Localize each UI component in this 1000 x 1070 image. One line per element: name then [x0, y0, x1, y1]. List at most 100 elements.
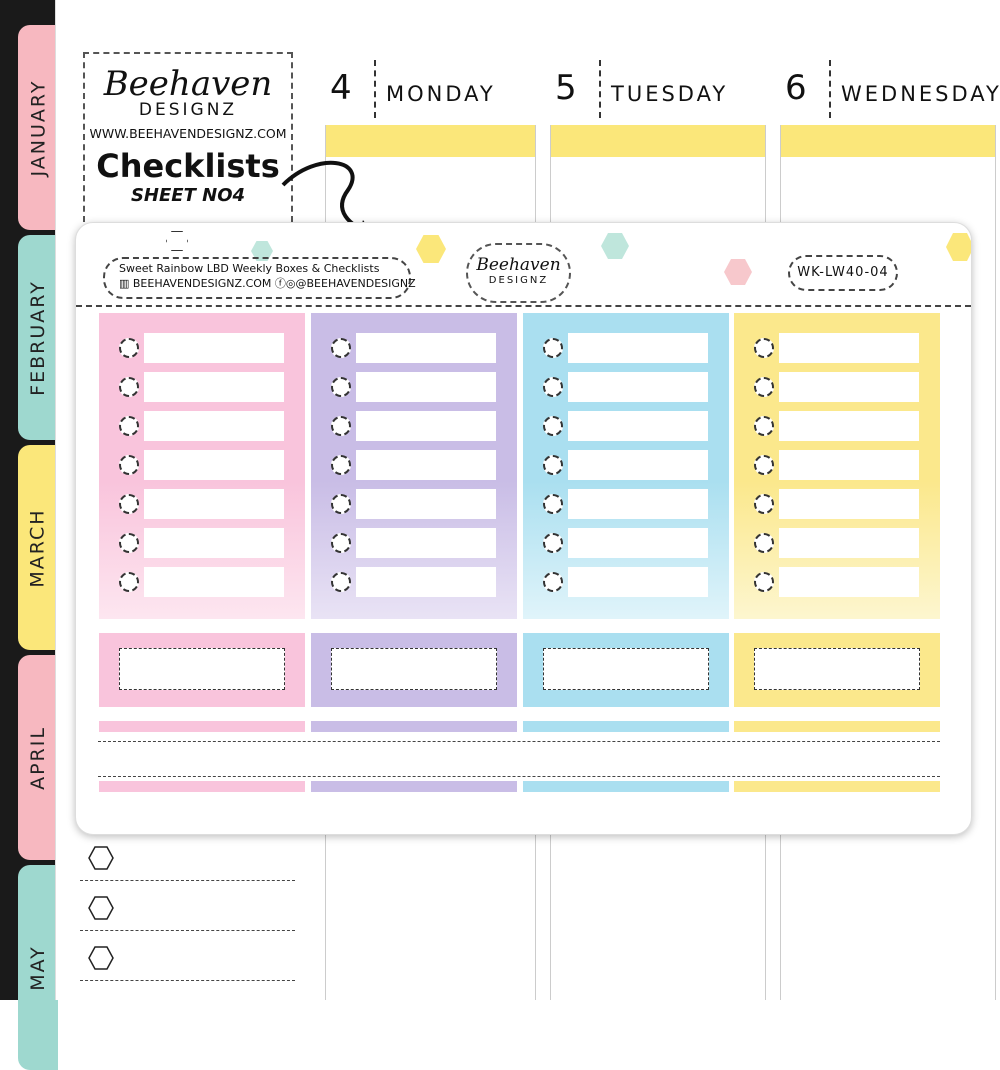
checklist-row: [523, 411, 729, 441]
checkbox-circle[interactable]: [331, 455, 351, 475]
month-label: FEBRUARY: [27, 279, 50, 396]
product-title: Checklists: [96, 147, 280, 185]
checkbox-circle[interactable]: [331, 494, 351, 514]
checklist-box: [99, 313, 305, 619]
checkbox-circle[interactable]: [331, 377, 351, 397]
checkbox-circle[interactable]: [331, 572, 351, 592]
writing-line: [80, 980, 295, 981]
day-header: 6 WEDNESDAY: [785, 60, 1000, 130]
checklist-line: [144, 333, 284, 363]
checklist-line: [356, 411, 496, 441]
color-strip: [734, 721, 940, 732]
header-box: [99, 633, 305, 707]
sticker-code: WK-LW40-04: [788, 255, 898, 291]
checkbox-circle[interactable]: [119, 533, 139, 553]
checkbox-circle[interactable]: [543, 572, 563, 592]
checklist-row: [99, 489, 305, 519]
checkbox-circle[interactable]: [119, 377, 139, 397]
checklist-row: [523, 489, 729, 519]
header-cut-line: [76, 305, 971, 307]
checklist-line: [779, 450, 919, 480]
checkbox-circle[interactable]: [754, 338, 774, 358]
checklist-line: [356, 450, 496, 480]
sticker-brand-logo: Beehaven DESIGNZ: [466, 243, 571, 303]
checklist-line: [356, 567, 496, 597]
hexagon-icon: [946, 233, 971, 261]
checklist-line: [779, 528, 919, 558]
day-highlight-bar: [325, 125, 535, 157]
month-tab-january[interactable]: JANUARY: [18, 25, 58, 230]
checklist-row: [523, 372, 729, 402]
checklist-line: [144, 372, 284, 402]
checklist-row: [99, 567, 305, 597]
hexagon-icon: [724, 259, 752, 285]
checkbox-circle[interactable]: [331, 338, 351, 358]
cut-line: [98, 776, 940, 777]
checklist-row: [99, 333, 305, 363]
checklist-line: [144, 411, 284, 441]
checklist-row: [311, 450, 517, 480]
checkbox-circle[interactable]: [543, 455, 563, 475]
cut-line: [98, 741, 940, 742]
month-tab-march[interactable]: MARCH: [18, 445, 58, 650]
month-label: JANUARY: [27, 79, 50, 176]
checkbox-circle[interactable]: [119, 494, 139, 514]
header-label-area: [331, 648, 497, 690]
checkbox-circle[interactable]: [119, 338, 139, 358]
logo-url: WWW.BEEHAVENDESIGNZ.COM: [89, 126, 287, 141]
color-strip: [99, 721, 305, 732]
checklist-line: [779, 372, 919, 402]
sticker-site: BEEHAVENDESIGNZ.COM: [132, 277, 272, 290]
checklist-box: [523, 313, 729, 619]
checkbox-circle[interactable]: [754, 494, 774, 514]
checkbox-circle[interactable]: [543, 533, 563, 553]
checklist-row: [734, 411, 940, 441]
color-strip: [523, 781, 729, 792]
checklist-row: [734, 567, 940, 597]
checkbox-circle[interactable]: [331, 416, 351, 436]
month-tab-april[interactable]: APRIL: [18, 655, 58, 860]
checkbox-circle[interactable]: [754, 455, 774, 475]
checklist-row: [523, 450, 729, 480]
checkbox-circle[interactable]: [331, 533, 351, 553]
checkbox-circle[interactable]: [754, 533, 774, 553]
checklist-row: [523, 528, 729, 558]
checklist-line: [568, 528, 708, 558]
checkbox-circle[interactable]: [119, 455, 139, 475]
checklist-line: [144, 567, 284, 597]
checkbox-circle[interactable]: [754, 572, 774, 592]
month-tab-may[interactable]: MAY: [18, 865, 58, 1070]
day-highlight-bar: [550, 125, 765, 157]
checklist-line: [779, 489, 919, 519]
checklist-line: [568, 372, 708, 402]
checklist-row: [99, 528, 305, 558]
checkbox-circle[interactable]: [543, 494, 563, 514]
checkbox-circle[interactable]: [754, 377, 774, 397]
checklist-line: [568, 567, 708, 597]
day-number: 4: [330, 68, 352, 108]
color-strip: [523, 721, 729, 732]
checkbox-circle[interactable]: [543, 416, 563, 436]
checklist-line: [356, 528, 496, 558]
checklist-row: [734, 450, 940, 480]
month-tab-february[interactable]: FEBRUARY: [18, 235, 58, 440]
logo-brand-sub: DESIGNZ: [138, 100, 238, 120]
hexagon-icon: [251, 241, 273, 261]
checkbox-circle[interactable]: [543, 377, 563, 397]
day-number: 5: [555, 68, 577, 108]
color-strip: [99, 781, 305, 792]
checkbox-circle[interactable]: [119, 572, 139, 592]
checkbox-circle[interactable]: [119, 416, 139, 436]
checkbox-circle[interactable]: [754, 416, 774, 436]
header-box: [523, 633, 729, 707]
day-number: 6: [785, 68, 807, 108]
hexagon-checkbox-icon[interactable]: [88, 946, 114, 970]
hexagon-checkbox-icon[interactable]: [88, 846, 114, 870]
checkbox-circle[interactable]: [543, 338, 563, 358]
checklist-line: [568, 333, 708, 363]
sticker-sheet: Sweet Rainbow LBD Weekly Boxes & Checkli…: [75, 222, 972, 835]
checklist-line: [568, 489, 708, 519]
hexagon-checkbox-icon[interactable]: [88, 896, 114, 920]
social-icons: ⓕ◎: [274, 277, 296, 290]
checklist-row: [311, 333, 517, 363]
